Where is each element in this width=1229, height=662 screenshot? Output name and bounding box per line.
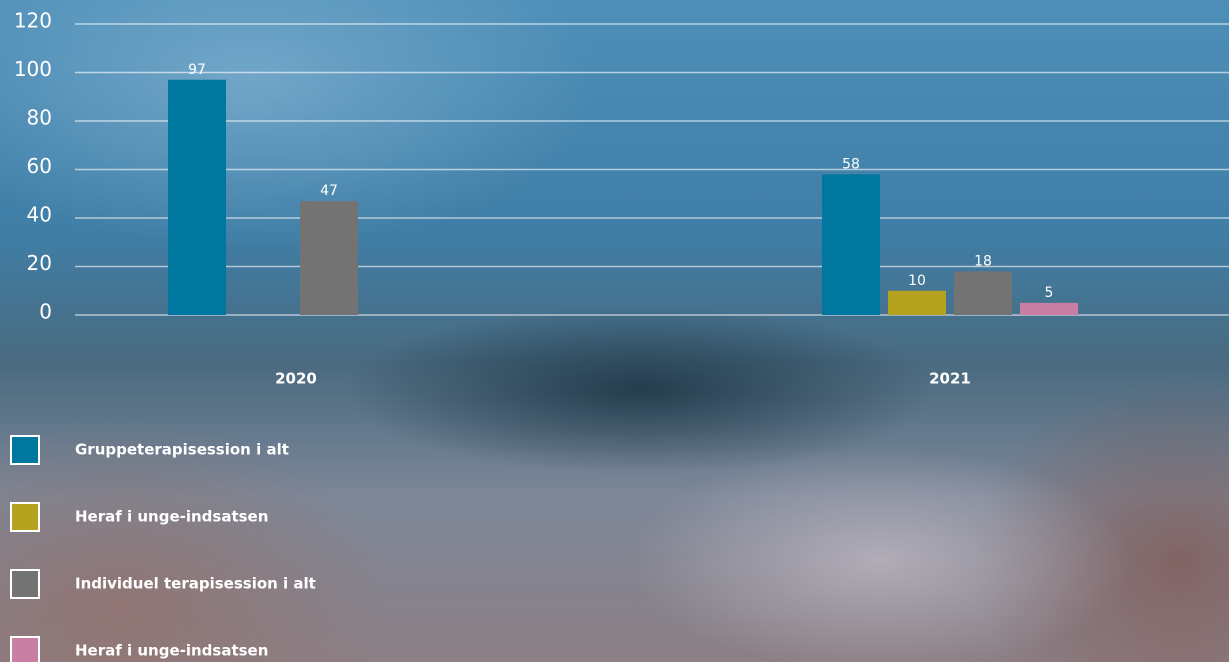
legend-label: Gruppeterapisession i alt	[75, 441, 289, 459]
y-tick-label: 120	[14, 9, 52, 33]
bar	[822, 174, 880, 315]
legend-label: Individuel terapisession i alt	[75, 575, 316, 593]
x-tick-label: 2020	[275, 370, 317, 388]
legend-label: Heraf i unge-indsatsen	[75, 508, 268, 526]
value-label: 58	[842, 156, 860, 172]
legend-swatch	[10, 636, 40, 662]
value-label: 10	[908, 273, 926, 289]
value-label: 18	[974, 253, 992, 269]
bar	[954, 271, 1012, 315]
bar	[168, 79, 226, 316]
bar	[1020, 302, 1078, 315]
bar	[300, 201, 358, 315]
bar	[888, 290, 946, 315]
legend-swatch	[10, 569, 40, 599]
y-tick-label: 100	[14, 57, 52, 81]
value-label: 47	[320, 183, 338, 199]
y-tick-label: 0	[39, 300, 52, 324]
legend-label: Heraf i unge-indsatsen	[75, 642, 268, 660]
legend-swatch	[10, 502, 40, 532]
y-tick-label: 40	[27, 203, 52, 227]
y-tick-label: 80	[27, 106, 52, 130]
x-tick-label: 2021	[929, 370, 971, 388]
value-label: 5	[1045, 285, 1054, 301]
legend-swatch	[10, 435, 40, 465]
y-tick-label: 20	[27, 251, 52, 275]
value-label: 97	[188, 62, 206, 78]
y-tick-label: 60	[27, 154, 52, 178]
